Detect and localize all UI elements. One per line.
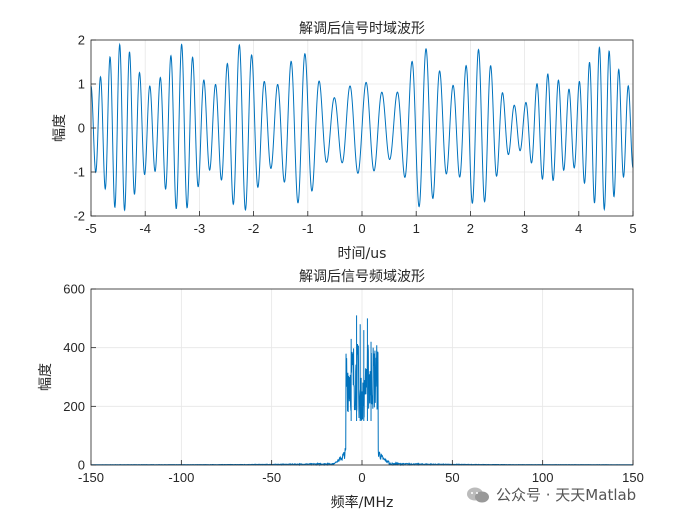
time-domain-xtick-label: -5 bbox=[85, 221, 97, 236]
frequency-domain-xtick-label: -50 bbox=[262, 470, 281, 485]
frequency-domain-ytick-label: 0 bbox=[78, 458, 85, 473]
time-domain-ytick-label: 2 bbox=[78, 33, 85, 48]
time-domain-xtick-label: 4 bbox=[575, 221, 582, 236]
time-domain-ytick-label: 0 bbox=[78, 121, 85, 136]
time-domain-xtick-label: 2 bbox=[467, 221, 474, 236]
frequency-domain-ytick-label: 200 bbox=[63, 399, 85, 414]
time-domain-xtick-label: 3 bbox=[521, 221, 528, 236]
frequency-domain-xtick-label: 0 bbox=[358, 470, 365, 485]
time-domain-xtick-label: -4 bbox=[139, 221, 151, 236]
time-domain-ylabel: 幅度 bbox=[52, 114, 68, 142]
time-domain-xtick-label: -1 bbox=[302, 221, 314, 236]
time-domain-ytick-label: 1 bbox=[78, 77, 85, 92]
frequency-domain-xtick-label: 100 bbox=[532, 470, 554, 485]
time-domain-xtick-label: 1 bbox=[413, 221, 420, 236]
frequency-domain-xtick-label: -100 bbox=[168, 470, 194, 485]
frequency-domain-xtick-label: 150 bbox=[622, 470, 644, 485]
wechat-icon bbox=[466, 486, 490, 504]
frequency-domain-ylabel: 幅度 bbox=[38, 363, 54, 391]
time-domain-xtick-label: -2 bbox=[248, 221, 260, 236]
watermark: 公众号 · 天天Matlab bbox=[466, 484, 636, 505]
frequency-domain-xtick-label: 50 bbox=[445, 470, 459, 485]
time-domain-xlabel: 时间/us bbox=[338, 246, 387, 262]
time-domain-ytick-label: -1 bbox=[73, 165, 85, 180]
frequency-domain-ytick-label: 600 bbox=[63, 282, 85, 297]
time-domain-xtick-label: 5 bbox=[629, 221, 636, 236]
frequency-domain-title: 解调后信号频域波形 bbox=[299, 269, 425, 285]
time-domain-title: 解调后信号时域波形 bbox=[299, 21, 425, 37]
watermark-text: 公众号 · 天天Matlab bbox=[496, 484, 636, 505]
frequency-domain-ytick-label: 400 bbox=[63, 340, 85, 355]
frequency-domain-xlabel: 频率/MHz bbox=[331, 494, 394, 511]
time-domain-xtick-label: -3 bbox=[194, 221, 206, 236]
time-domain-xtick-label: 0 bbox=[358, 221, 365, 236]
time-domain-ytick-label: -2 bbox=[73, 209, 85, 224]
